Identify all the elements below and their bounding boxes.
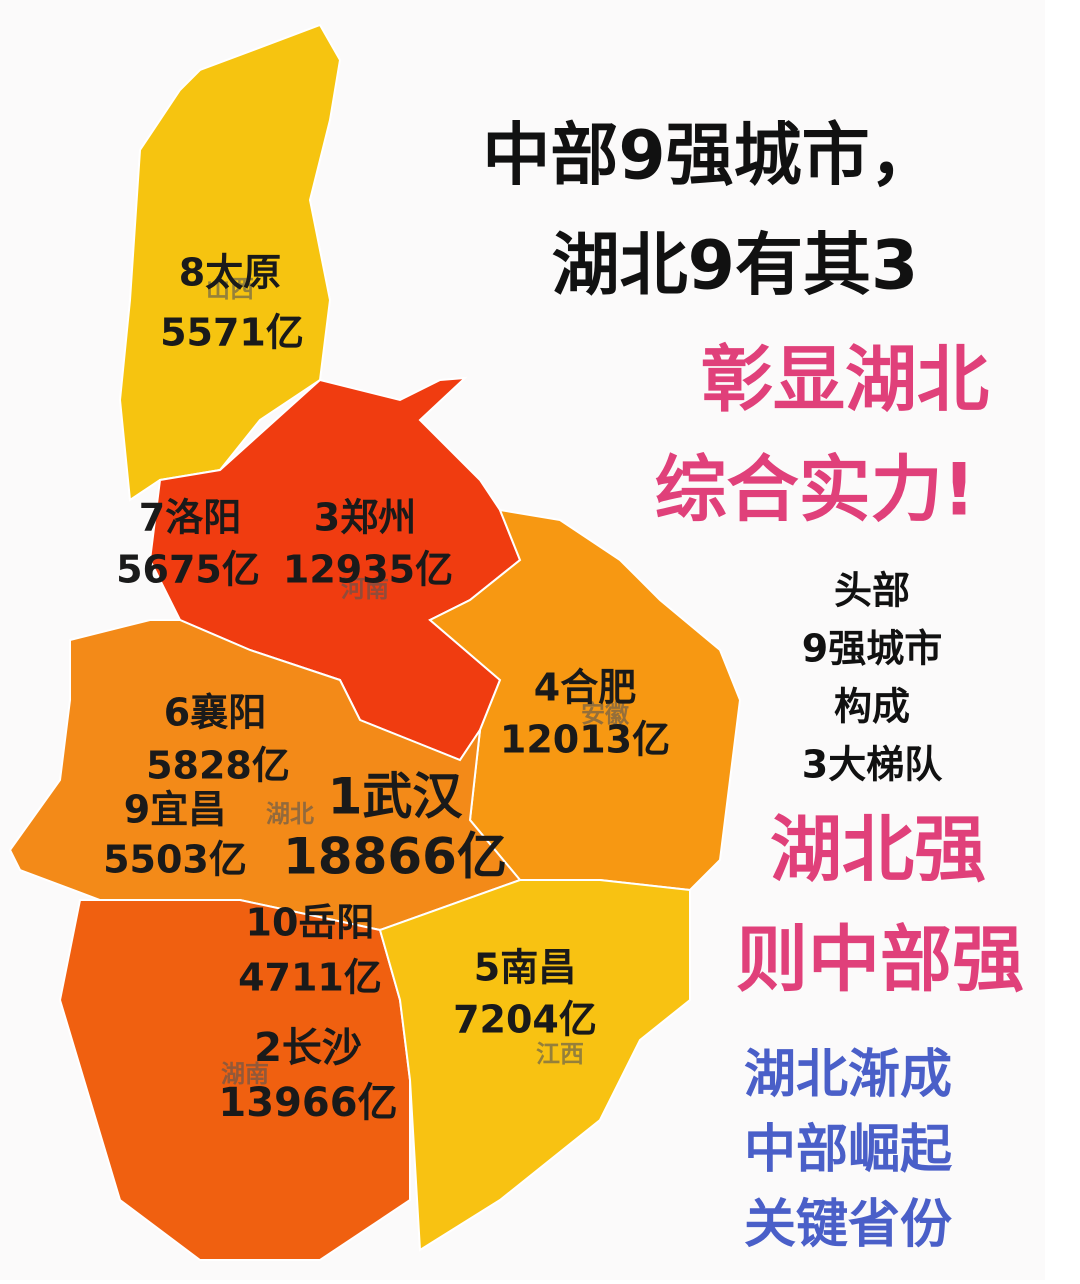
city-gdp: 7204亿 — [453, 998, 597, 1042]
note-line: 3大梯队 — [802, 743, 943, 787]
province-label: 山西 — [206, 275, 254, 303]
province-hunan — [58, 899, 411, 1261]
city-gdp: 5828亿 — [146, 744, 290, 788]
note-line: 9强城市 — [802, 627, 942, 671]
city-gdp: 5503亿 — [103, 838, 247, 882]
city-gdp: 13966亿 — [218, 1080, 397, 1126]
city-gdp: 4711亿 — [238, 956, 382, 1000]
province-shanxi — [118, 23, 342, 502]
city-name: 3郑州 — [314, 496, 416, 540]
province-label: 安徽 — [581, 700, 630, 728]
slogan-line: 综合实力! — [655, 448, 976, 532]
province-label: 湖南 — [221, 1060, 269, 1088]
slogan2-line: 则中部强 — [736, 918, 1024, 1002]
city-name: 1武汉 — [328, 768, 464, 826]
note-line: 头部 — [834, 569, 910, 613]
city-gdp: 5675亿 — [116, 548, 260, 592]
province-label: 河南 — [341, 575, 389, 603]
slogan-line: 彰显湖北 — [701, 338, 989, 422]
city-name: 10岳阳 — [246, 901, 375, 945]
city-name: 4合肥 — [534, 666, 636, 710]
province-label: 湖北 — [266, 800, 314, 828]
slogan2-line: 湖北强 — [770, 808, 986, 892]
city-name: 9宜昌 — [124, 788, 226, 832]
city-gdp: 12013亿 — [500, 718, 670, 762]
city-name: 5南昌 — [474, 946, 576, 990]
note-line: 构成 — [834, 685, 910, 729]
city-name: 7洛阳 — [139, 496, 241, 540]
city-name: 2长沙 — [254, 1025, 362, 1071]
footer-line: 中部崛起 — [744, 1120, 953, 1180]
city-gdp: 18866亿 — [283, 828, 507, 886]
provinces — [8, 23, 742, 1261]
province-jiangxi — [378, 879, 691, 1252]
city-gdp: 12935亿 — [283, 548, 453, 592]
province-hubei — [8, 619, 522, 932]
city-gdp: 5571亿 — [160, 311, 304, 355]
title-line: 中部9强城市， — [482, 117, 937, 196]
city-name: 6襄阳 — [164, 691, 266, 735]
title-line: 湖北9有其3 — [552, 227, 919, 306]
province-label: 江西 — [536, 1040, 584, 1068]
city-name: 8太原 — [179, 251, 281, 295]
footer-line: 湖北渐成 — [744, 1045, 952, 1105]
footer-line: 关键省份 — [744, 1195, 952, 1255]
